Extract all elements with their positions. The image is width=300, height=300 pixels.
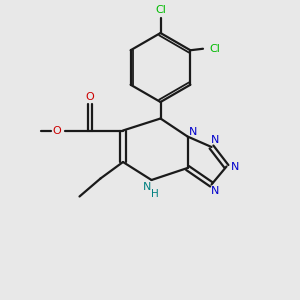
Text: Cl: Cl — [155, 4, 166, 15]
Text: O: O — [52, 125, 62, 136]
Text: N: N — [143, 182, 151, 193]
Text: N: N — [211, 186, 219, 196]
Text: N: N — [211, 135, 219, 146]
Text: N: N — [231, 161, 239, 172]
Text: N: N — [189, 127, 198, 137]
Text: O: O — [85, 92, 94, 102]
Text: H: H — [151, 189, 159, 199]
Text: Cl: Cl — [209, 44, 220, 54]
